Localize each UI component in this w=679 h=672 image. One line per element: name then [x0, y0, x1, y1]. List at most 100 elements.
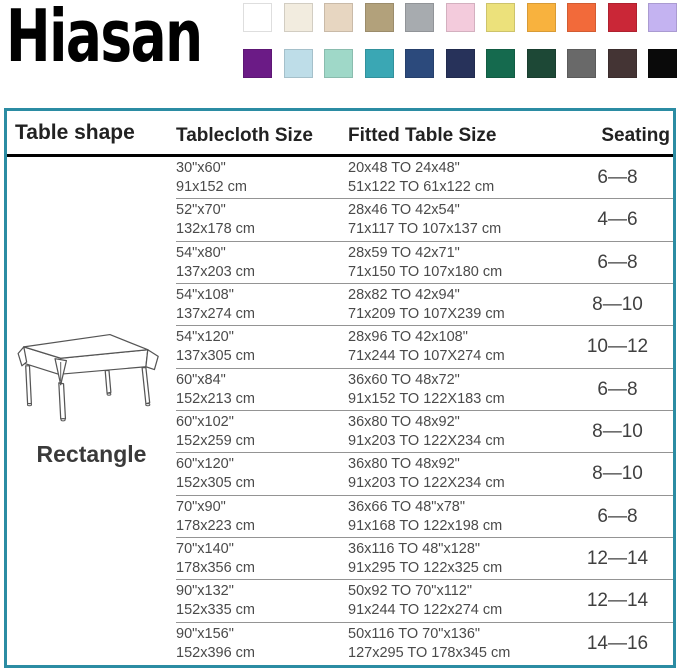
fitted-cm: 91x244 TO 122x274 cm [348, 602, 503, 619]
fitted-cm: 71x244 TO 107X274 cm [348, 348, 505, 365]
color-swatch [445, 49, 475, 78]
size-cm: 152x335 cm [176, 602, 255, 619]
color-swatch [526, 3, 556, 32]
tablecloth-size-cell: 70"x140" 178x356 cm [176, 540, 348, 578]
swatch-row-top [243, 3, 677, 32]
header-tablecloth-size: Tablecloth Size [176, 125, 313, 146]
fitted-size-cell: 36x80 TO 48x92" 91x203 TO 122X234 cm [348, 455, 562, 493]
size-inches: 30"x60" [176, 160, 226, 177]
color-swatch [567, 3, 596, 32]
color-swatch [243, 3, 272, 32]
fitted-size-cell: 28x46 TO 42x54" 71x117 TO 107x137 cm [348, 201, 562, 239]
brand-logo: Hiasan [6, 0, 203, 78]
header-seating: Seating [601, 125, 670, 146]
size-inches: 54"x120" [176, 329, 234, 346]
size-inches: 70"x90" [176, 498, 226, 515]
size-chart-header: Table shape Tablecloth Size Fitted Table… [7, 111, 673, 157]
color-swatch [243, 49, 272, 78]
table-row: 70"x140" 178x356 cm 36x116 TO 48"x128" 91x2… [7, 536, 673, 580]
fitted-cm: 71x150 TO 107x180 cm [348, 263, 503, 280]
fitted-cm: 51x122 TO 61x122 cm [348, 179, 495, 196]
fitted-size-cell: 36x80 TO 48x92" 91x203 TO 122X234 cm [348, 413, 562, 451]
fitted-cm: 127x295 TO 178x345 cm [348, 644, 511, 661]
fitted-inches: 50x116 TO 70"x136" [348, 625, 481, 642]
table-row: 90"x132" 152x335 cm 50x92 TO 70"x112" 91x24… [7, 579, 673, 622]
color-swatch [486, 3, 515, 32]
fitted-inches: 36x116 TO 48"x128" [348, 541, 481, 558]
color-swatch [324, 49, 353, 78]
color-swatch [648, 49, 677, 78]
fitted-cm: 91x203 TO 122X234 cm [348, 475, 505, 492]
size-cm: 152x259 cm [176, 433, 255, 450]
color-swatch [607, 49, 637, 78]
tablecloth-size-cell: 30"x60" 91x152 cm [176, 159, 348, 197]
fitted-cm: 71x209 TO 107X239 cm [348, 306, 505, 323]
fitted-size-cell: 20x48 TO 24x48" 51x122 TO 61x122 cm [348, 159, 562, 197]
fitted-size-cell: 28x96 TO 42x108" 71x244 TO 107X274 cm [348, 328, 562, 366]
fitted-cm: 71x117 TO 107x137 cm [348, 221, 502, 238]
seating-cell: 6—8 [597, 505, 638, 527]
size-inches: 60"x84" [176, 371, 226, 388]
table-row: 30"x60" 91x152 cm 20x48 TO 24x48" 51x122 TO… [7, 157, 673, 199]
seating-cell: 12—14 [586, 548, 649, 570]
table-row: 90"x156" 152x396 cm 50x116 TO 70"x136" 127x… [7, 621, 673, 665]
tablecloth-size-cell: 52"x70" 132x178 cm [176, 201, 348, 239]
seating-cell: 12—14 [586, 590, 649, 612]
table-row: 60"x102" 152x259 cm 36x80 TO 48x92" 91x203 … [7, 409, 673, 453]
header-table-shape: Table shape [15, 121, 135, 144]
fitted-inches: 28x46 TO 42x54" [348, 202, 460, 219]
fitted-size-cell: 36x60 TO 48x72" 91x152 TO 122X183 cm [348, 371, 562, 409]
color-swatch [567, 49, 596, 78]
size-chart: Table shape Tablecloth Size Fitted Table… [4, 108, 676, 668]
size-cm: 132x178 cm [176, 221, 255, 238]
fitted-size-cell: 50x116 TO 70"x136" 127x295 TO 178x345 cm [348, 625, 562, 663]
seating-cell: 6—8 [597, 251, 638, 273]
color-swatch [364, 49, 394, 78]
rectangle-table-illustration [17, 333, 159, 422]
table-row: 60"x120" 152x305 cm 36x80 TO 48x92" 91x203 … [7, 452, 673, 495]
color-swatch [526, 49, 556, 78]
size-cm: 178x356 cm [176, 560, 255, 577]
fitted-inches: 50x92 TO 70"x112" [348, 583, 472, 600]
fitted-inches: 36x60 TO 48x72" [348, 371, 460, 388]
seating-cell: 6—8 [597, 167, 638, 189]
fitted-inches: 28x96 TO 42x108" [348, 329, 468, 346]
tablecloth-size-cell: 54"x120" 137x305 cm [176, 328, 348, 366]
table-row: 52"x70" 132x178 cm 28x46 TO 42x54" 71x117 T… [7, 198, 673, 241]
fitted-cm: 91x168 TO 122x198 cm [348, 517, 503, 534]
color-swatch [648, 3, 677, 32]
seating-cell: 14—16 [586, 632, 649, 654]
size-table-body: 30"x60" 91x152 cm 20x48 TO 24x48" 51x122 TO… [7, 157, 673, 665]
seating-cell: 10—12 [586, 336, 649, 358]
fitted-cm: 91x152 TO 122X183 cm [348, 390, 505, 407]
table-row: 60"x84" 152x213 cm 36x60 TO 48x72" 91x152 T… [7, 367, 673, 411]
swatch-row-bottom [243, 49, 677, 78]
color-swatch [405, 49, 434, 78]
fitted-inches: 28x82 TO 42x94" [348, 287, 460, 304]
fitted-size-cell: 28x59 TO 42x71" 71x150 TO 107x180 cm [348, 244, 562, 282]
fitted-cm: 91x203 TO 122X234 cm [348, 433, 505, 450]
seating-cell: 6—8 [597, 378, 638, 400]
color-swatch [364, 3, 394, 32]
size-cm: 137x274 cm [176, 306, 255, 323]
table-row: 54"x80" 137x203 cm 28x59 TO 42x71" 71x150 T… [7, 240, 673, 284]
size-cm: 152x396 cm [176, 644, 255, 661]
size-inches: 90"x156" [176, 625, 234, 642]
size-inches: 52"x70" [176, 202, 226, 219]
tablecloth-size-cell: 90"x132" 152x335 cm [176, 582, 348, 620]
size-cm: 152x305 cm [176, 475, 255, 492]
size-cm: 178x223 cm [176, 517, 255, 534]
fitted-inches: 20x48 TO 24x48" [348, 160, 460, 177]
tablecloth-size-cell: 70"x90" 178x223 cm [176, 498, 348, 536]
fitted-size-cell: 36x116 TO 48"x128" 91x295 TO 122x325 cm [348, 540, 562, 578]
color-swatch [283, 49, 313, 78]
size-cm: 137x203 cm [176, 263, 255, 280]
fitted-size-cell: 50x92 TO 70"x112" 91x244 TO 122x274 cm [348, 582, 562, 620]
table-row: 70"x90" 178x223 cm 36x66 TO 48"x78" 91x168 … [7, 494, 673, 538]
table-row: 54"x108" 137x274 cm 28x82 TO 42x94" 71x209 … [7, 282, 673, 326]
fitted-size-cell: 36x66 TO 48"x78" 91x168 TO 122x198 cm [348, 498, 562, 536]
color-swatch [405, 3, 434, 32]
color-swatch [486, 49, 515, 78]
tablecloth-size-cell: 60"x102" 152x259 cm [176, 413, 348, 451]
